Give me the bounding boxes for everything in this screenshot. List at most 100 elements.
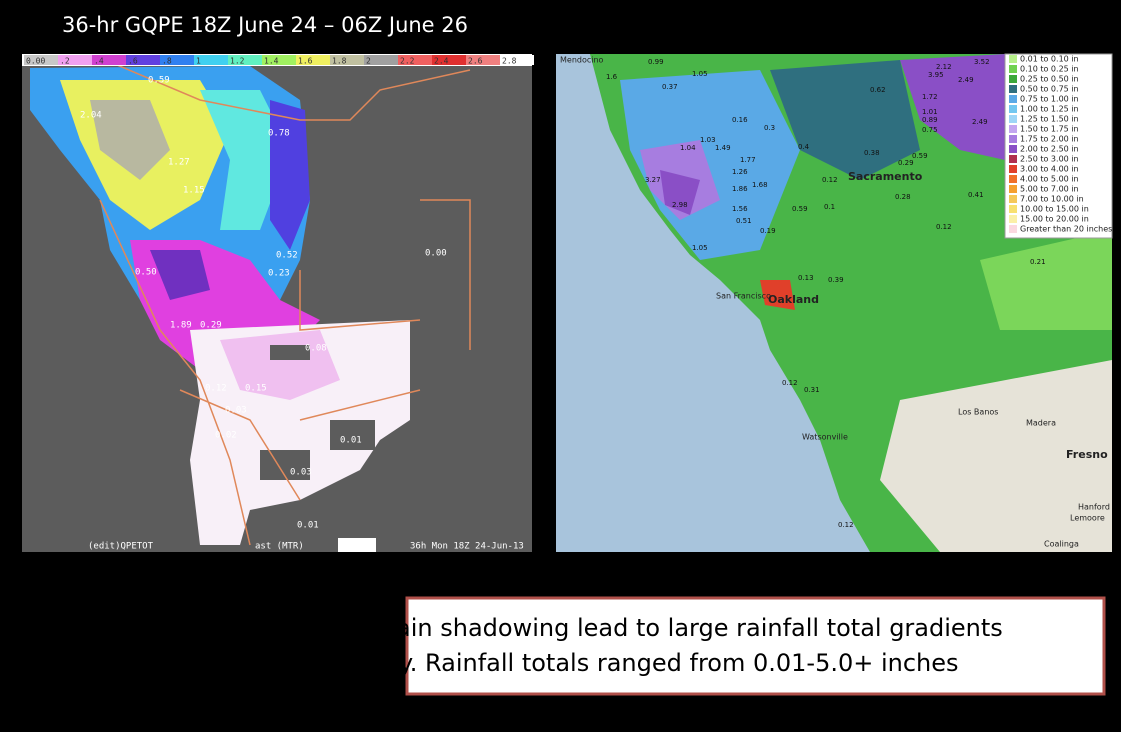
colorbar-swatch [330,55,364,65]
colorbar-label: 2.4 [434,57,449,66]
colorbar-label: .4 [94,57,104,66]
caption-box [405,596,1106,696]
legend-label: 1.50 to 1.75 in [1020,125,1079,134]
rain-value: 0.08 [305,344,327,354]
legend-label: 15.00 to 20.00 in [1020,215,1089,224]
place-name: Madera [1026,419,1056,428]
legend-label: 0.10 to 0.25 in [1020,65,1079,74]
rain-value: 1.77 [740,156,756,164]
colorbar-swatch [500,55,534,65]
legend-label: Greater than 20 inches [1020,225,1112,234]
rain-value: 0.39 [828,276,844,284]
rain-value: 0.59 [148,76,170,86]
colorbar-label: 2.2 [400,57,415,66]
colorbar-swatch [364,55,398,65]
map-footer: (edit)QPETOT [88,542,154,552]
legend-label: 10.00 to 15.00 in [1020,205,1089,214]
colorbar-swatch [160,55,194,65]
map-footer: ast (MTR) [255,542,304,552]
legend-swatch [1009,105,1017,113]
rain-value: 1.01 [922,108,938,116]
colorbar-swatch [126,55,160,65]
place-name: Sacramento [848,170,923,183]
colorbar-swatch [262,55,296,65]
rain-value: 0.01 [297,521,319,531]
rain-value: 0.19 [760,227,776,235]
rain-value: 0.52 [276,251,298,261]
colorbar-label: 1 [196,57,201,66]
rain-value: 0.29 [898,159,914,167]
colorbar-label: 1.6 [298,57,313,66]
rain-value: 0.1 [824,203,835,211]
legend-label: 1.75 to 2.00 in [1020,135,1079,144]
legend-label: 0.01 to 0.10 in [1020,55,1079,64]
colorbar-label: 1.4 [264,57,279,66]
rain-value: 0.03 [290,468,312,478]
rain-value: 0.3 [764,124,775,132]
rain-value: 0.31 [804,386,820,394]
rain-value: 0.4 [798,143,810,151]
rain-value: 1.56 [732,205,748,213]
rain-value: 1.72 [922,93,938,101]
rain-value: 1.49 [715,144,731,152]
rain-value: 1.26 [732,168,748,176]
colorbar-swatch [24,55,58,65]
place-name: Fresno [1066,448,1108,461]
rain-value: 0.21 [1030,258,1046,266]
legend-swatch [1009,55,1017,63]
colorbar-label: 1.8 [332,57,347,66]
rain-value: 0.13 [798,274,814,282]
rain-value: 2.12 [936,63,952,71]
rain-value: 3.27 [645,176,661,184]
rain-value: 0.12 [782,379,798,387]
colorbar-label: 2.6 [468,57,483,66]
rain-value: 1.05 [692,244,708,252]
caption-line: Orographic lifting and rain shadowing le… [117,614,1003,642]
legend-label: 3.00 to 4.00 in [1020,165,1079,174]
legend-swatch [1009,155,1017,163]
legend-swatch [1009,185,1017,193]
rain-value: 2.98 [672,201,688,209]
rain-value: 3.52 [974,58,990,66]
slide-title: 36-hr GQPE 18Z June 24 – 06Z June 26 [62,13,468,37]
colorbar-swatch [466,55,500,65]
colorbar-swatch [228,55,262,65]
rain-value: 1.6 [606,73,618,81]
place-name: Watsonville [802,433,848,442]
rain-value: 0.41 [968,191,984,199]
rain-value: 0.15 [245,384,267,394]
rain-value: 0.37 [662,83,678,91]
rain-value: 2.49 [958,76,974,84]
map-footer: 36h Mon 18Z 24-Jun-13 [410,542,524,552]
rain-value: 0.16 [732,116,748,124]
rain-value: 1.86 [732,185,748,193]
legend-swatch [1009,85,1017,93]
legend-label: 2.00 to 2.50 in [1020,145,1079,154]
legend-label: 7.00 to 10.00 in [1020,195,1084,204]
legend-label: 5.00 to 7.00 in [1020,185,1079,194]
legend-swatch [1009,115,1017,123]
rain-value: 0.29 [200,321,222,331]
place-name: Coalinga [1044,540,1079,549]
legend-swatch [1009,225,1017,233]
rain-value: 1.27 [168,158,190,168]
rain-value: 0.78 [268,129,290,139]
place-name: Mendocino [560,56,604,65]
place-name: Los Banos [958,408,998,417]
colorbar-swatch [432,55,466,65]
legend-swatch [1009,135,1017,143]
rain-value: 0.12 [936,223,952,231]
rain-value: 0.51 [736,217,752,225]
rain-value: 0.38 [864,149,880,157]
legend-label: 0.25 to 0.50 in [1020,75,1079,84]
legend-swatch [1009,175,1017,183]
rain-value: 0.99 [648,58,664,66]
rain-value: 0.03 [225,406,247,416]
legend-label: 1.00 to 1.25 in [1020,105,1079,114]
rain-value: 1.15 [183,186,205,196]
legend-swatch [1009,195,1017,203]
rain-value: 0.89 [922,116,938,124]
rain-value: 0.62 [870,86,886,94]
legend-label: 2.50 to 3.00 in [1020,155,1079,164]
rain-value: 0.00 [425,249,447,259]
